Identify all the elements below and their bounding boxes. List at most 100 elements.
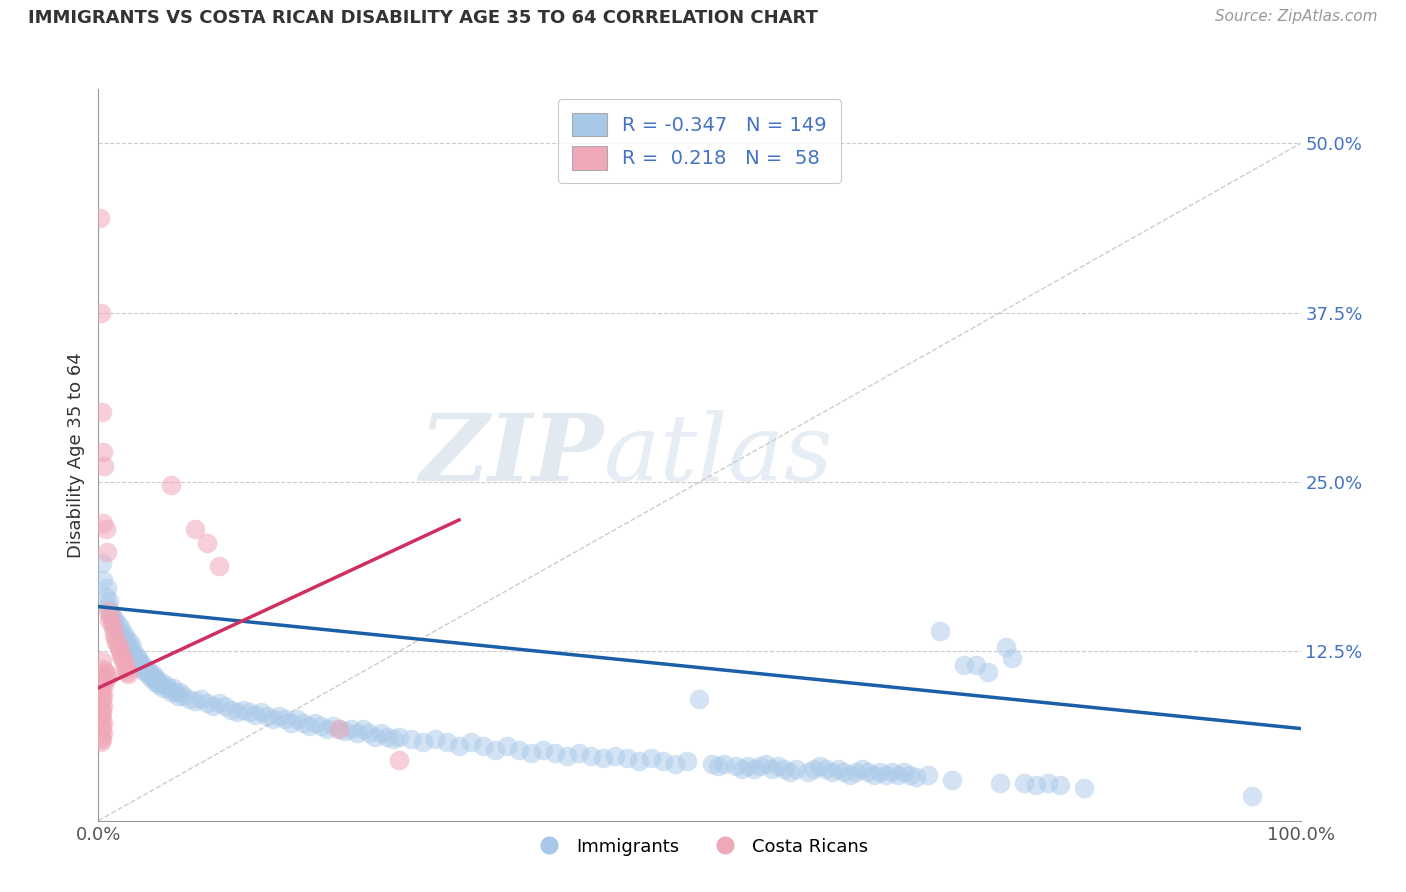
- Point: [91, 685, 114, 699]
- Point: [91, 694, 114, 708]
- Point: [135, 662, 157, 676]
- Point: [169, 685, 191, 699]
- Point: [280, 716, 302, 731]
- Point: [772, 762, 794, 776]
- Point: [887, 767, 910, 781]
- Point: [104, 631, 127, 645]
- Text: ZIP: ZIP: [419, 410, 603, 500]
- Point: [381, 732, 404, 747]
- Point: [91, 573, 114, 587]
- Point: [96, 545, 118, 559]
- Point: [159, 685, 181, 699]
- Point: [761, 762, 783, 776]
- Point: [108, 640, 131, 655]
- Point: [581, 748, 603, 763]
- Point: [108, 644, 131, 658]
- Point: [1001, 651, 1024, 665]
- Point: [110, 621, 132, 635]
- Point: [143, 675, 166, 690]
- Point: [91, 689, 114, 703]
- Point: [706, 759, 728, 773]
- Point: [977, 665, 1000, 679]
- Legend: Immigrants, Costa Ricans: Immigrants, Costa Ricans: [524, 830, 875, 863]
- Point: [98, 613, 121, 627]
- Point: [183, 523, 205, 537]
- Point: [274, 712, 297, 726]
- Point: [399, 732, 422, 747]
- Point: [304, 716, 326, 731]
- Point: [742, 762, 765, 776]
- Point: [898, 767, 921, 781]
- Point: [105, 621, 128, 635]
- Point: [484, 743, 506, 757]
- Point: [136, 667, 159, 681]
- Point: [114, 635, 136, 649]
- Point: [298, 719, 321, 733]
- Point: [592, 751, 614, 765]
- Point: [108, 624, 131, 638]
- Point: [177, 691, 200, 706]
- Point: [117, 667, 139, 681]
- Point: [100, 607, 122, 622]
- Point: [357, 725, 380, 739]
- Point: [346, 725, 368, 739]
- Point: [737, 759, 759, 773]
- Point: [91, 556, 114, 570]
- Point: [91, 698, 114, 713]
- Point: [118, 635, 141, 649]
- Point: [122, 648, 145, 663]
- Point: [138, 665, 160, 679]
- Point: [880, 764, 903, 779]
- Point: [262, 712, 284, 726]
- Point: [1012, 775, 1035, 789]
- Point: [785, 762, 807, 776]
- Point: [676, 754, 699, 768]
- Point: [117, 665, 139, 679]
- Point: [90, 735, 112, 749]
- Point: [141, 667, 163, 681]
- Point: [827, 762, 849, 776]
- Point: [114, 657, 136, 672]
- Point: [652, 754, 675, 768]
- Point: [98, 594, 121, 608]
- Point: [91, 404, 114, 418]
- Point: [96, 581, 118, 595]
- Point: [436, 735, 458, 749]
- Point: [208, 696, 231, 710]
- Point: [101, 621, 124, 635]
- Point: [90, 702, 112, 716]
- Point: [755, 756, 778, 771]
- Text: atlas: atlas: [603, 410, 832, 500]
- Point: [904, 770, 927, 784]
- Point: [90, 681, 112, 695]
- Point: [1036, 775, 1059, 789]
- Point: [195, 696, 218, 710]
- Point: [845, 764, 868, 779]
- Point: [616, 751, 638, 765]
- Point: [91, 672, 114, 686]
- Point: [97, 667, 120, 681]
- Point: [93, 678, 115, 692]
- Point: [93, 458, 115, 473]
- Point: [496, 739, 519, 753]
- Point: [103, 617, 125, 632]
- Point: [869, 764, 891, 779]
- Point: [149, 675, 172, 690]
- Point: [285, 712, 308, 726]
- Point: [472, 739, 495, 753]
- Point: [107, 638, 129, 652]
- Point: [340, 722, 363, 736]
- Point: [91, 725, 114, 739]
- Point: [117, 640, 139, 655]
- Point: [89, 211, 111, 225]
- Point: [214, 698, 236, 713]
- Point: [388, 730, 411, 744]
- Point: [90, 719, 112, 733]
- Point: [838, 767, 860, 781]
- Point: [291, 716, 314, 731]
- Point: [107, 617, 129, 632]
- Point: [117, 638, 139, 652]
- Point: [129, 657, 152, 672]
- Point: [219, 702, 242, 716]
- Point: [159, 477, 181, 491]
